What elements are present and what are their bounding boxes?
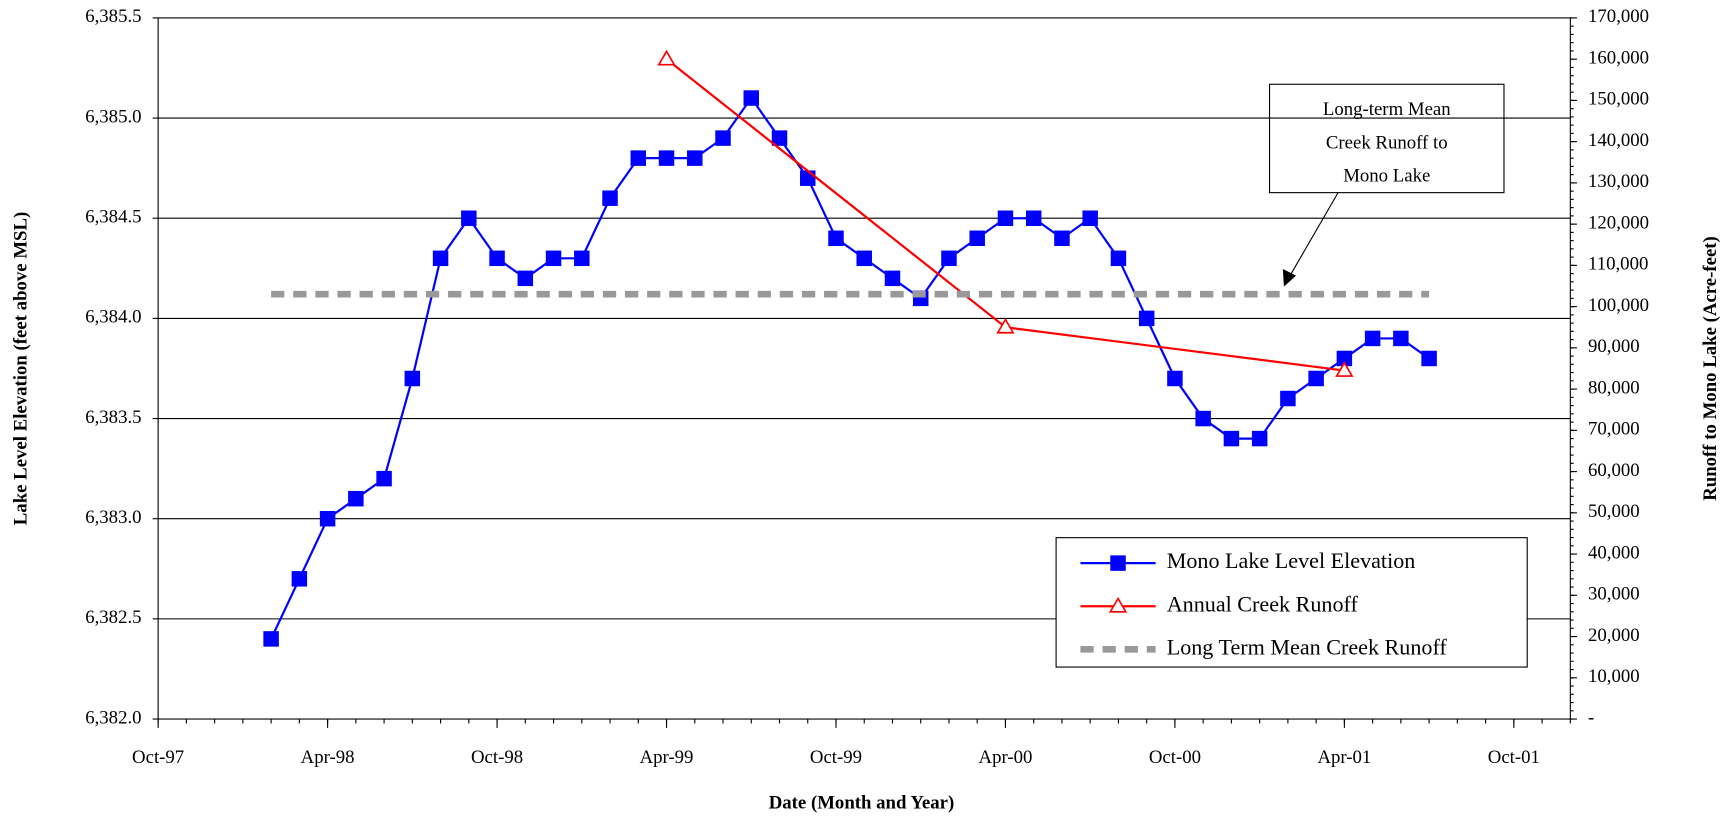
x-tick-label: Oct-00: [1149, 747, 1201, 768]
point: [997, 210, 1014, 226]
point: [743, 90, 760, 106]
y2-tick-label: 100,000: [1588, 295, 1649, 316]
point: [1393, 330, 1409, 347]
y-tick-label: 6,385.5: [85, 6, 141, 27]
point: [602, 190, 618, 206]
point: [574, 250, 590, 267]
x-tick-label: Apr-98: [301, 747, 355, 768]
point: [941, 250, 957, 267]
point: [1025, 210, 1042, 226]
point: [432, 250, 449, 267]
y-tick-label: 6,383.0: [85, 507, 141, 528]
x-tick-label: Oct-98: [471, 747, 523, 768]
y2-tick-label: 60,000: [1588, 460, 1640, 481]
point: [461, 210, 477, 226]
legend-box: [1055, 537, 1528, 668]
y-tick-label: 6,382.5: [85, 607, 141, 628]
point: [856, 250, 872, 267]
point: [319, 510, 336, 527]
legend-marker: [1110, 555, 1126, 571]
point: [1138, 310, 1155, 327]
point: [404, 370, 421, 387]
point: [545, 250, 562, 267]
legend: Mono Lake Level Elevation Annual Creek Ru…: [1055, 537, 1528, 668]
annotation-text: Creek Runoff to: [1326, 132, 1448, 153]
x-tick-label: Oct-99: [810, 747, 862, 768]
point: [715, 130, 731, 146]
point: [1167, 370, 1183, 387]
point: [376, 470, 392, 487]
point: [687, 150, 703, 166]
y2-tick-label: -: [1588, 707, 1594, 728]
annotation-text: Long-term Mean: [1323, 99, 1451, 120]
y2-tick-label: 170,000: [1588, 6, 1649, 27]
annotation-box: [1268, 83, 1505, 194]
y2-tick-label: 120,000: [1588, 212, 1649, 233]
point: [1251, 430, 1268, 447]
x-tick-label: Apr-00: [979, 747, 1033, 768]
legend-label: Mono Lake Level Elevation: [1167, 548, 1416, 573]
point: [771, 130, 788, 146]
x-tick-label: Apr-99: [640, 747, 694, 768]
y-tick-label: 6,384.5: [85, 207, 141, 228]
y2-tick-label: 50,000: [1588, 501, 1640, 522]
point: [291, 571, 308, 587]
y2-tick-label: 10,000: [1588, 666, 1640, 687]
point: [489, 250, 505, 267]
point: [630, 150, 647, 166]
annotation-text: Mono Lake: [1343, 165, 1430, 186]
point: [1280, 390, 1296, 407]
y2-tick-label: 80,000: [1588, 377, 1640, 398]
point: [1364, 330, 1381, 347]
point: [996, 317, 1015, 334]
y-tick-label: 6,384.0: [85, 307, 141, 328]
point: [1336, 350, 1353, 367]
point: [828, 230, 844, 247]
point: [658, 150, 675, 166]
x-tick-label: Oct-97: [132, 747, 184, 768]
point: [1335, 361, 1354, 377]
y-tick-label: 6,383.5: [85, 407, 141, 428]
y2-tick-label: 40,000: [1588, 542, 1640, 563]
legend-label: Long Term Mean Creek Runoff: [1167, 634, 1448, 659]
y2-tick-label: 110,000: [1588, 254, 1648, 275]
y2-axis-title: Runoff to Mono Lake (Acre-feet): [1700, 236, 1721, 501]
y2-tick-label: 130,000: [1588, 171, 1649, 192]
legend-label: Annual Creek Runoff: [1167, 591, 1359, 616]
x-axis-title: Date (Month and Year): [769, 793, 955, 814]
point: [1223, 430, 1240, 447]
arrow-head: [1282, 268, 1297, 287]
y2-tick-label: 30,000: [1588, 584, 1640, 605]
y2-tick-label: 90,000: [1588, 336, 1640, 357]
x-tick-label: Oct-01: [1488, 747, 1540, 768]
point: [1421, 350, 1437, 367]
y-tick-label: 6,385.0: [85, 106, 141, 127]
point: [1195, 410, 1211, 427]
y-axis-title: Lake Level Elevation (feet above MSL): [10, 212, 31, 526]
y2-tick-label: 140,000: [1588, 130, 1649, 151]
point: [884, 270, 901, 287]
point: [1308, 370, 1324, 387]
y2-tick-label: 150,000: [1588, 89, 1649, 110]
annotation-arrow: [1288, 192, 1339, 277]
y-tick-label: 6,382.0: [85, 707, 141, 728]
point: [1110, 250, 1127, 267]
y2-tick-label: 70,000: [1588, 419, 1640, 440]
y2-tick-label: 160,000: [1588, 47, 1649, 68]
point: [657, 49, 676, 66]
point: [348, 490, 364, 507]
point: [1054, 230, 1070, 247]
point: [969, 230, 985, 247]
point: [263, 631, 279, 647]
point: [1082, 210, 1098, 226]
point: [800, 170, 816, 186]
y2-tick-label: 20,000: [1588, 625, 1640, 646]
point: [517, 270, 534, 287]
legend-marker: [1108, 596, 1128, 613]
x-tick-label: Apr-01: [1317, 747, 1371, 768]
